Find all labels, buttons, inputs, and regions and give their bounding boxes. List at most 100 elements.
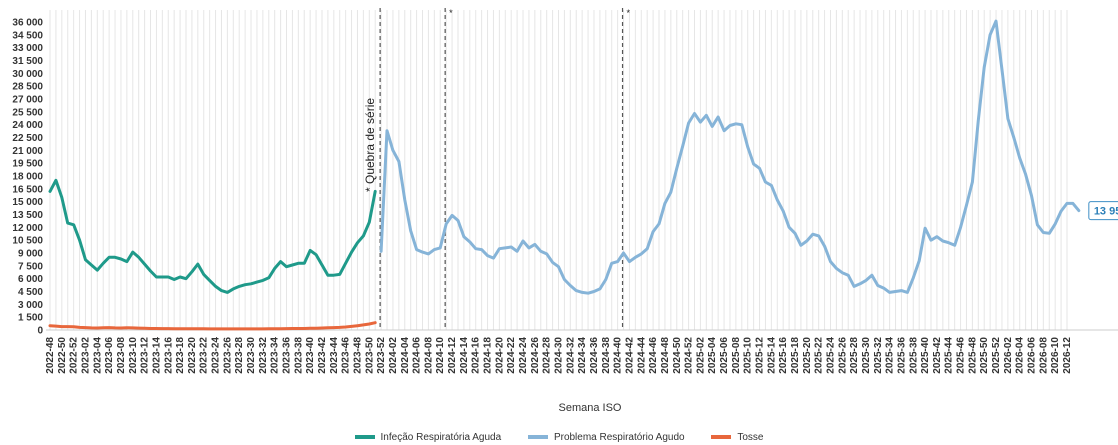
x-tick-label: 2024-14	[459, 337, 470, 374]
x-tick-label: 2023-18	[175, 337, 186, 374]
y-tick-label: 24 000	[12, 120, 43, 131]
y-tick-label: 3 000	[18, 300, 43, 311]
series-break-label: *	[627, 8, 631, 18]
x-tick-label: 2024-12	[447, 337, 458, 374]
end-value-label-text: 13 952	[1094, 206, 1118, 218]
x-tick-label: 2024-28	[542, 337, 553, 374]
x-tick-label: 2024-30	[554, 337, 565, 374]
x-tick-label: 2025-40	[920, 337, 931, 374]
x-tick-label: 2024-24	[518, 337, 529, 374]
series-line-1	[379, 19, 1081, 295]
y-tick-label: 13 500	[12, 210, 43, 221]
x-tick-label: 2023-28	[234, 337, 245, 374]
x-tick-label: 2023-52	[376, 337, 387, 374]
x-tick-label: 2024-26	[530, 337, 541, 374]
x-tick-label: 2024-52	[684, 337, 695, 374]
legend-label-infecao: Infeção Respiratória Aguda	[380, 431, 502, 443]
x-tick-label: 2024-46	[648, 337, 659, 374]
x-tick-label: 2024-08	[423, 337, 434, 374]
x-tick-label: 2024-34	[577, 337, 588, 374]
x-tick-label: 2024-22	[506, 337, 517, 374]
series-break-label: *	[449, 8, 453, 18]
x-tick-label: 2025-24	[825, 337, 836, 374]
y-tick-label: 0	[37, 326, 43, 337]
x-tick-label: 2025-22	[814, 337, 825, 374]
y-tick-label: 21 000	[12, 146, 43, 157]
legend-swatch-infecao	[354, 435, 375, 439]
x-tick-label: 2023-38	[293, 337, 304, 374]
y-tick-label: 7 500	[18, 261, 43, 272]
x-tick-label: 2023-30	[246, 337, 257, 374]
x-axis-label: Semana ISO	[559, 402, 622, 414]
x-tick-label: 2025-18	[790, 337, 801, 374]
x-tick-label: 2023-42	[317, 337, 328, 374]
x-tick-label: 2024-42	[624, 337, 635, 374]
x-tick-label: 2025-12	[755, 337, 766, 374]
legend-item-tosse: Tosse	[711, 432, 763, 443]
x-tick-label: 2023-46	[341, 337, 352, 374]
x-tick-label: 2023-12	[140, 337, 151, 374]
x-tick-label: 2025-04	[707, 337, 718, 374]
x-tick-label: 2024-20	[494, 337, 505, 374]
x-tick-label: 2025-08	[731, 337, 742, 374]
end-value-label: 13 952	[1088, 201, 1118, 221]
series-line-0	[48, 178, 377, 294]
x-tick-label: 2023-44	[329, 337, 340, 374]
x-tick-label: 2026-02	[1003, 337, 1014, 374]
x-tick-label: 2025-44	[944, 337, 955, 374]
end-value-label-box	[1088, 201, 1118, 221]
x-tick-label: 2025-52	[991, 337, 1002, 374]
x-tick-label: 2024-04	[400, 337, 411, 374]
y-tick-label: 4 500	[18, 287, 43, 298]
legend: Infeção Respiratória Aguda Problema Resp…	[0, 431, 1118, 443]
x-tick-label: 2023-32	[258, 337, 269, 374]
y-tick-label: 36 000	[12, 18, 43, 29]
legend-label-problema: Problema Respiratório Agudo	[553, 431, 685, 443]
y-tick-label: 19 500	[12, 159, 43, 170]
x-tick-label: 2023-16	[163, 337, 174, 374]
x-tick-label: 2022-48	[45, 337, 56, 374]
x-tick-label: 2025-16	[778, 337, 789, 374]
x-tick-label: 2024-50	[672, 337, 683, 374]
y-tick-label: 30 000	[12, 69, 43, 80]
x-tick-label: 2024-10	[435, 337, 446, 374]
x-tick-label: 2023-08	[116, 337, 127, 374]
y-tick-label: 16 500	[12, 184, 43, 195]
x-tick-label: 2023-50	[364, 337, 375, 374]
x-tick-label: 2023-04	[92, 337, 103, 374]
y-tick-label: 31 500	[12, 56, 43, 67]
x-tick-label: 2025-20	[802, 337, 813, 374]
x-tick-label: 2023-40	[305, 337, 316, 374]
legend-swatch-problema	[527, 435, 548, 439]
x-tick-label: 2025-28	[849, 337, 860, 374]
x-tick-label: 2025-26	[837, 337, 848, 374]
grid	[46, 10, 1118, 331]
y-tick-label: 1 500	[18, 313, 43, 324]
x-tick-label: 2023-36	[282, 337, 293, 374]
legend-item-infecao: Infeção Respiratória Aguda	[354, 431, 502, 443]
x-tick-label: 2024-16	[471, 337, 482, 374]
x-tick-label: 2023-48	[352, 337, 363, 374]
legend-swatch-tosse	[711, 435, 732, 439]
y-tick-label: 33 000	[12, 43, 43, 54]
x-tick-label: 2025-50	[979, 337, 990, 374]
x-tick-label: 2025-42	[932, 337, 943, 374]
x-tick-label: 2023-14	[151, 337, 162, 374]
x-tick-label: 2025-36	[896, 337, 907, 374]
x-tick-label: 2026-12	[1062, 337, 1073, 374]
y-tick-label: 9 000	[18, 249, 43, 260]
x-tick-label: 2025-02	[695, 337, 706, 374]
x-tick-label: 2023-10	[128, 337, 139, 374]
x-tick-label: 2026-06	[1027, 337, 1038, 374]
x-tick-label: 2025-38	[908, 337, 919, 374]
legend-label-tosse: Tosse	[737, 431, 764, 443]
series-line-2	[48, 321, 377, 331]
y-tick-label: 15 000	[12, 197, 43, 208]
x-tick-label: 2023-22	[199, 337, 210, 374]
x-tick-label: 2024-36	[589, 337, 600, 374]
y-tick-label: 28 500	[12, 82, 43, 93]
x-tick-label: 2024-44	[636, 337, 647, 374]
y-tick-label: 10 500	[12, 236, 43, 247]
x-tick-label: 2023-02	[80, 337, 91, 374]
